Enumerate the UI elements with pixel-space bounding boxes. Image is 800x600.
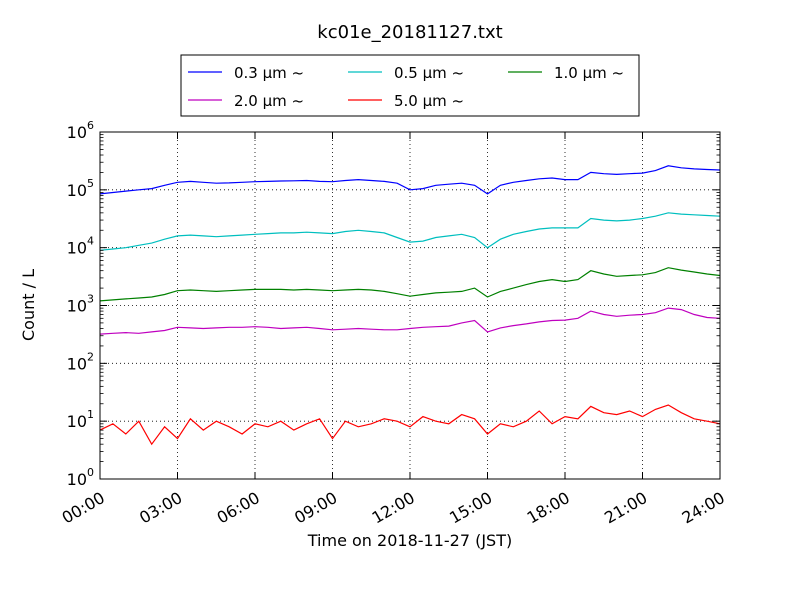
series-line	[99, 212, 721, 251]
y-tick-label: 100	[67, 466, 94, 489]
x-tick-label: 12:00	[369, 488, 418, 528]
y-tick-label: 103	[67, 293, 94, 316]
x-tick-label: 24:00	[679, 488, 728, 528]
y-tick-label: 105	[67, 177, 94, 200]
series-line	[99, 404, 721, 446]
x-tick-label: 06:00	[214, 488, 263, 528]
y-tick-labels: 100 101 102 103 104 105 106	[67, 119, 94, 489]
legend-label: 1.0 μm ~	[554, 64, 624, 82]
ticks	[99, 131, 721, 480]
x-tick-labels: 00:00 03:00 06:00 09:00 12:00 15:00 18:00 21:00…	[59, 488, 728, 528]
chart-title: kc01e_20181127.txt	[317, 22, 502, 43]
legend-label: 0.3 μm ~	[234, 64, 304, 82]
series-line	[99, 307, 721, 335]
x-tick-label: 21:00	[601, 488, 650, 528]
x-tick-label: 03:00	[136, 488, 185, 528]
y-tick-label: 101	[67, 408, 94, 431]
x-tick-label: 15:00	[446, 488, 495, 528]
legend: 0.3 μm ~ 0.5 μm ~ 1.0 μm ~ 2.0 μm ~ 5.0 μm ~	[180, 54, 640, 117]
series-line	[99, 165, 721, 195]
series-lines	[99, 165, 721, 446]
y-tick-label: 102	[67, 350, 94, 373]
x-tick-label: 00:00	[59, 488, 108, 528]
y-axis-label: Count / L	[19, 269, 38, 341]
x-axis-label: Time on 2018-11-27 (JST)	[307, 531, 512, 550]
x-tick-label: 18:00	[524, 488, 573, 528]
legend-label: 0.5 μm ~	[394, 64, 464, 82]
legend-box	[180, 54, 640, 117]
y-tick-label: 104	[67, 235, 94, 258]
legend-label: 2.0 μm ~	[234, 92, 304, 110]
legend-label: 5.0 μm ~	[394, 92, 464, 110]
y-tick-label: 106	[67, 119, 94, 142]
x-tick-label: 09:00	[291, 488, 340, 528]
series-line	[99, 267, 721, 302]
grid	[100, 132, 720, 479]
